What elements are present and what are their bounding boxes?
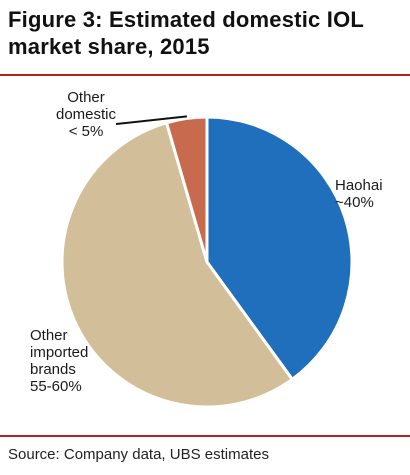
slice-label-other-imported-brands: Other imported brands 55-60% [30, 327, 88, 395]
leader-lines [115, 115, 188, 125]
title-divider [0, 74, 410, 76]
slice-label-haohai: Haohai ~40% [335, 177, 383, 211]
source-divider [0, 435, 410, 437]
chart-title: Figure 3: Estimated domestic IOL market … [8, 7, 365, 59]
pie-slice-other-imported-brands [60, 121, 294, 409]
pie-slice-haohai [205, 115, 354, 381]
source-note: Source: Company data, UBS estimates [8, 446, 269, 463]
pie-slice-other-domestic [165, 115, 209, 264]
slice-labels: Haohai ~40% Other imported brands 55-60% Other… [30, 89, 383, 395]
leader-line [115, 115, 188, 125]
pie-slices [60, 115, 354, 409]
slice-label-other-domestic: Other domestic < 5% [56, 89, 117, 140]
